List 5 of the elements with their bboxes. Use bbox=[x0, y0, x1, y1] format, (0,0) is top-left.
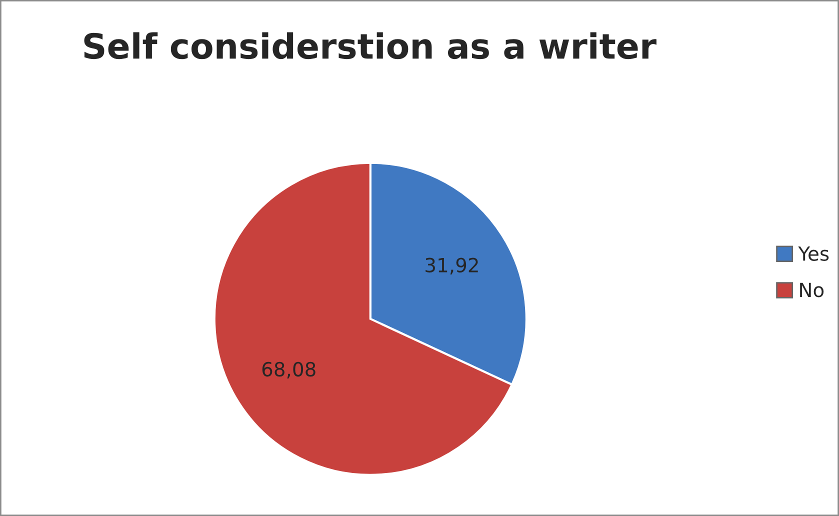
legend-label: Yes bbox=[798, 246, 829, 261]
legend-label: No bbox=[800, 282, 824, 298]
data-label: 68,08 bbox=[262, 362, 316, 379]
chart-title: Self considerstion as a writer bbox=[84, 32, 656, 60]
data-label: 31,92 bbox=[426, 258, 478, 274]
